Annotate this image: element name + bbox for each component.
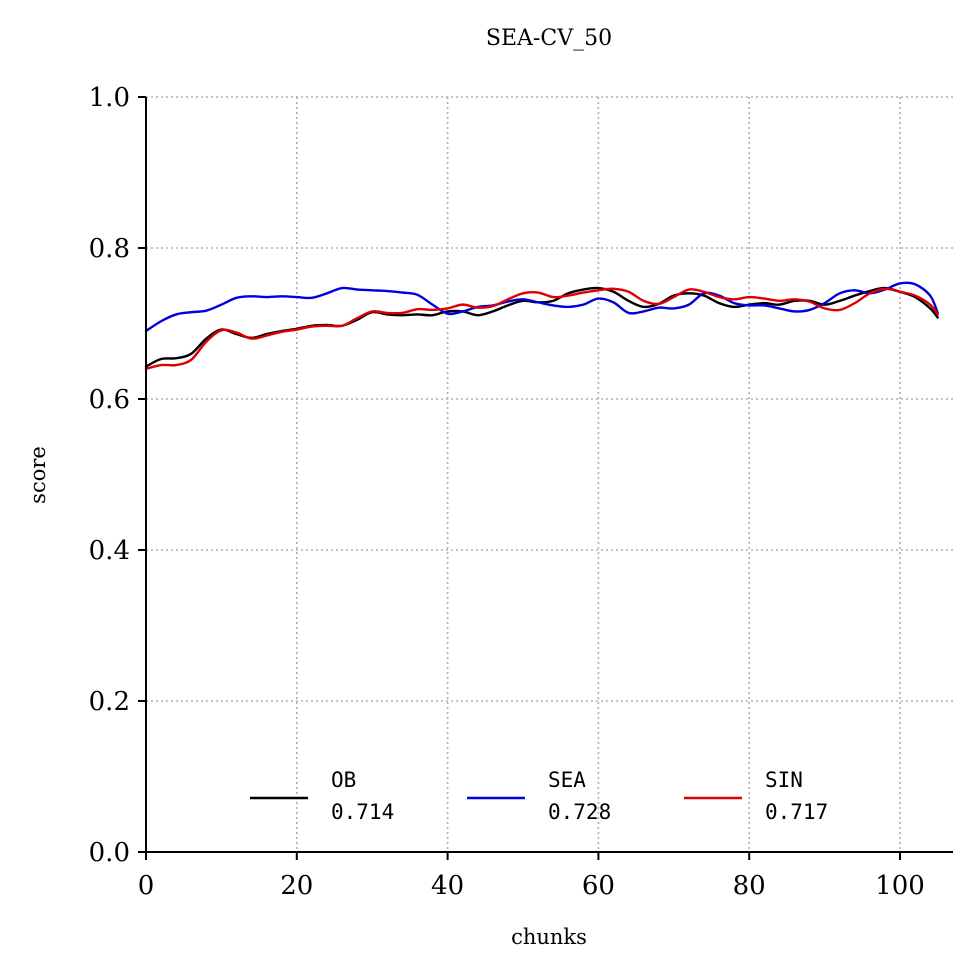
x-tick-label: 40 <box>431 871 464 901</box>
y-axis-label: score <box>26 446 50 504</box>
legend-series-score: 0.714 <box>331 800 394 824</box>
grid <box>146 96 953 852</box>
legend-series-name: SIN <box>765 768 803 792</box>
x-tick-label: 0 <box>138 871 155 901</box>
y-tick-label: 0.4 <box>89 536 130 566</box>
y-tick-label: 0.6 <box>89 385 130 415</box>
x-tick-label: 80 <box>733 871 766 901</box>
legend-item-sea: SEA 0.728 <box>467 768 611 824</box>
series-lines <box>144 281 939 370</box>
legend-series-name: OB <box>331 768 356 792</box>
y-tick-label: 0.0 <box>89 838 130 868</box>
series-line-ob <box>144 286 939 368</box>
series-line-sin <box>144 287 939 370</box>
legend-series-score: 0.717 <box>765 800 828 824</box>
legend-item-sin: SIN 0.717 <box>684 768 828 824</box>
x-tick-label: 60 <box>582 871 615 901</box>
x-tick-label: 20 <box>280 871 313 901</box>
legend: OB 0.714 SEA 0.728 SIN 0.717 <box>250 768 828 824</box>
x-axis-ticks: 0 20 40 60 80 100 <box>138 852 925 901</box>
legend-series-name: SEA <box>548 768 586 792</box>
legend-series-score: 0.728 <box>548 800 611 824</box>
x-tick-label: 100 <box>875 871 925 901</box>
x-axis-label: chunks <box>511 925 587 949</box>
y-tick-label: 0.2 <box>89 687 130 717</box>
chart-title: SEA-CV_50 <box>486 26 612 51</box>
y-axis-ticks: 0.0 0.2 0.4 0.6 0.8 1.0 <box>89 83 146 868</box>
series-line-sea <box>144 281 939 333</box>
legend-item-ob: OB 0.714 <box>250 768 394 824</box>
y-tick-label: 0.8 <box>89 234 130 264</box>
y-tick-label: 1.0 <box>89 83 130 113</box>
